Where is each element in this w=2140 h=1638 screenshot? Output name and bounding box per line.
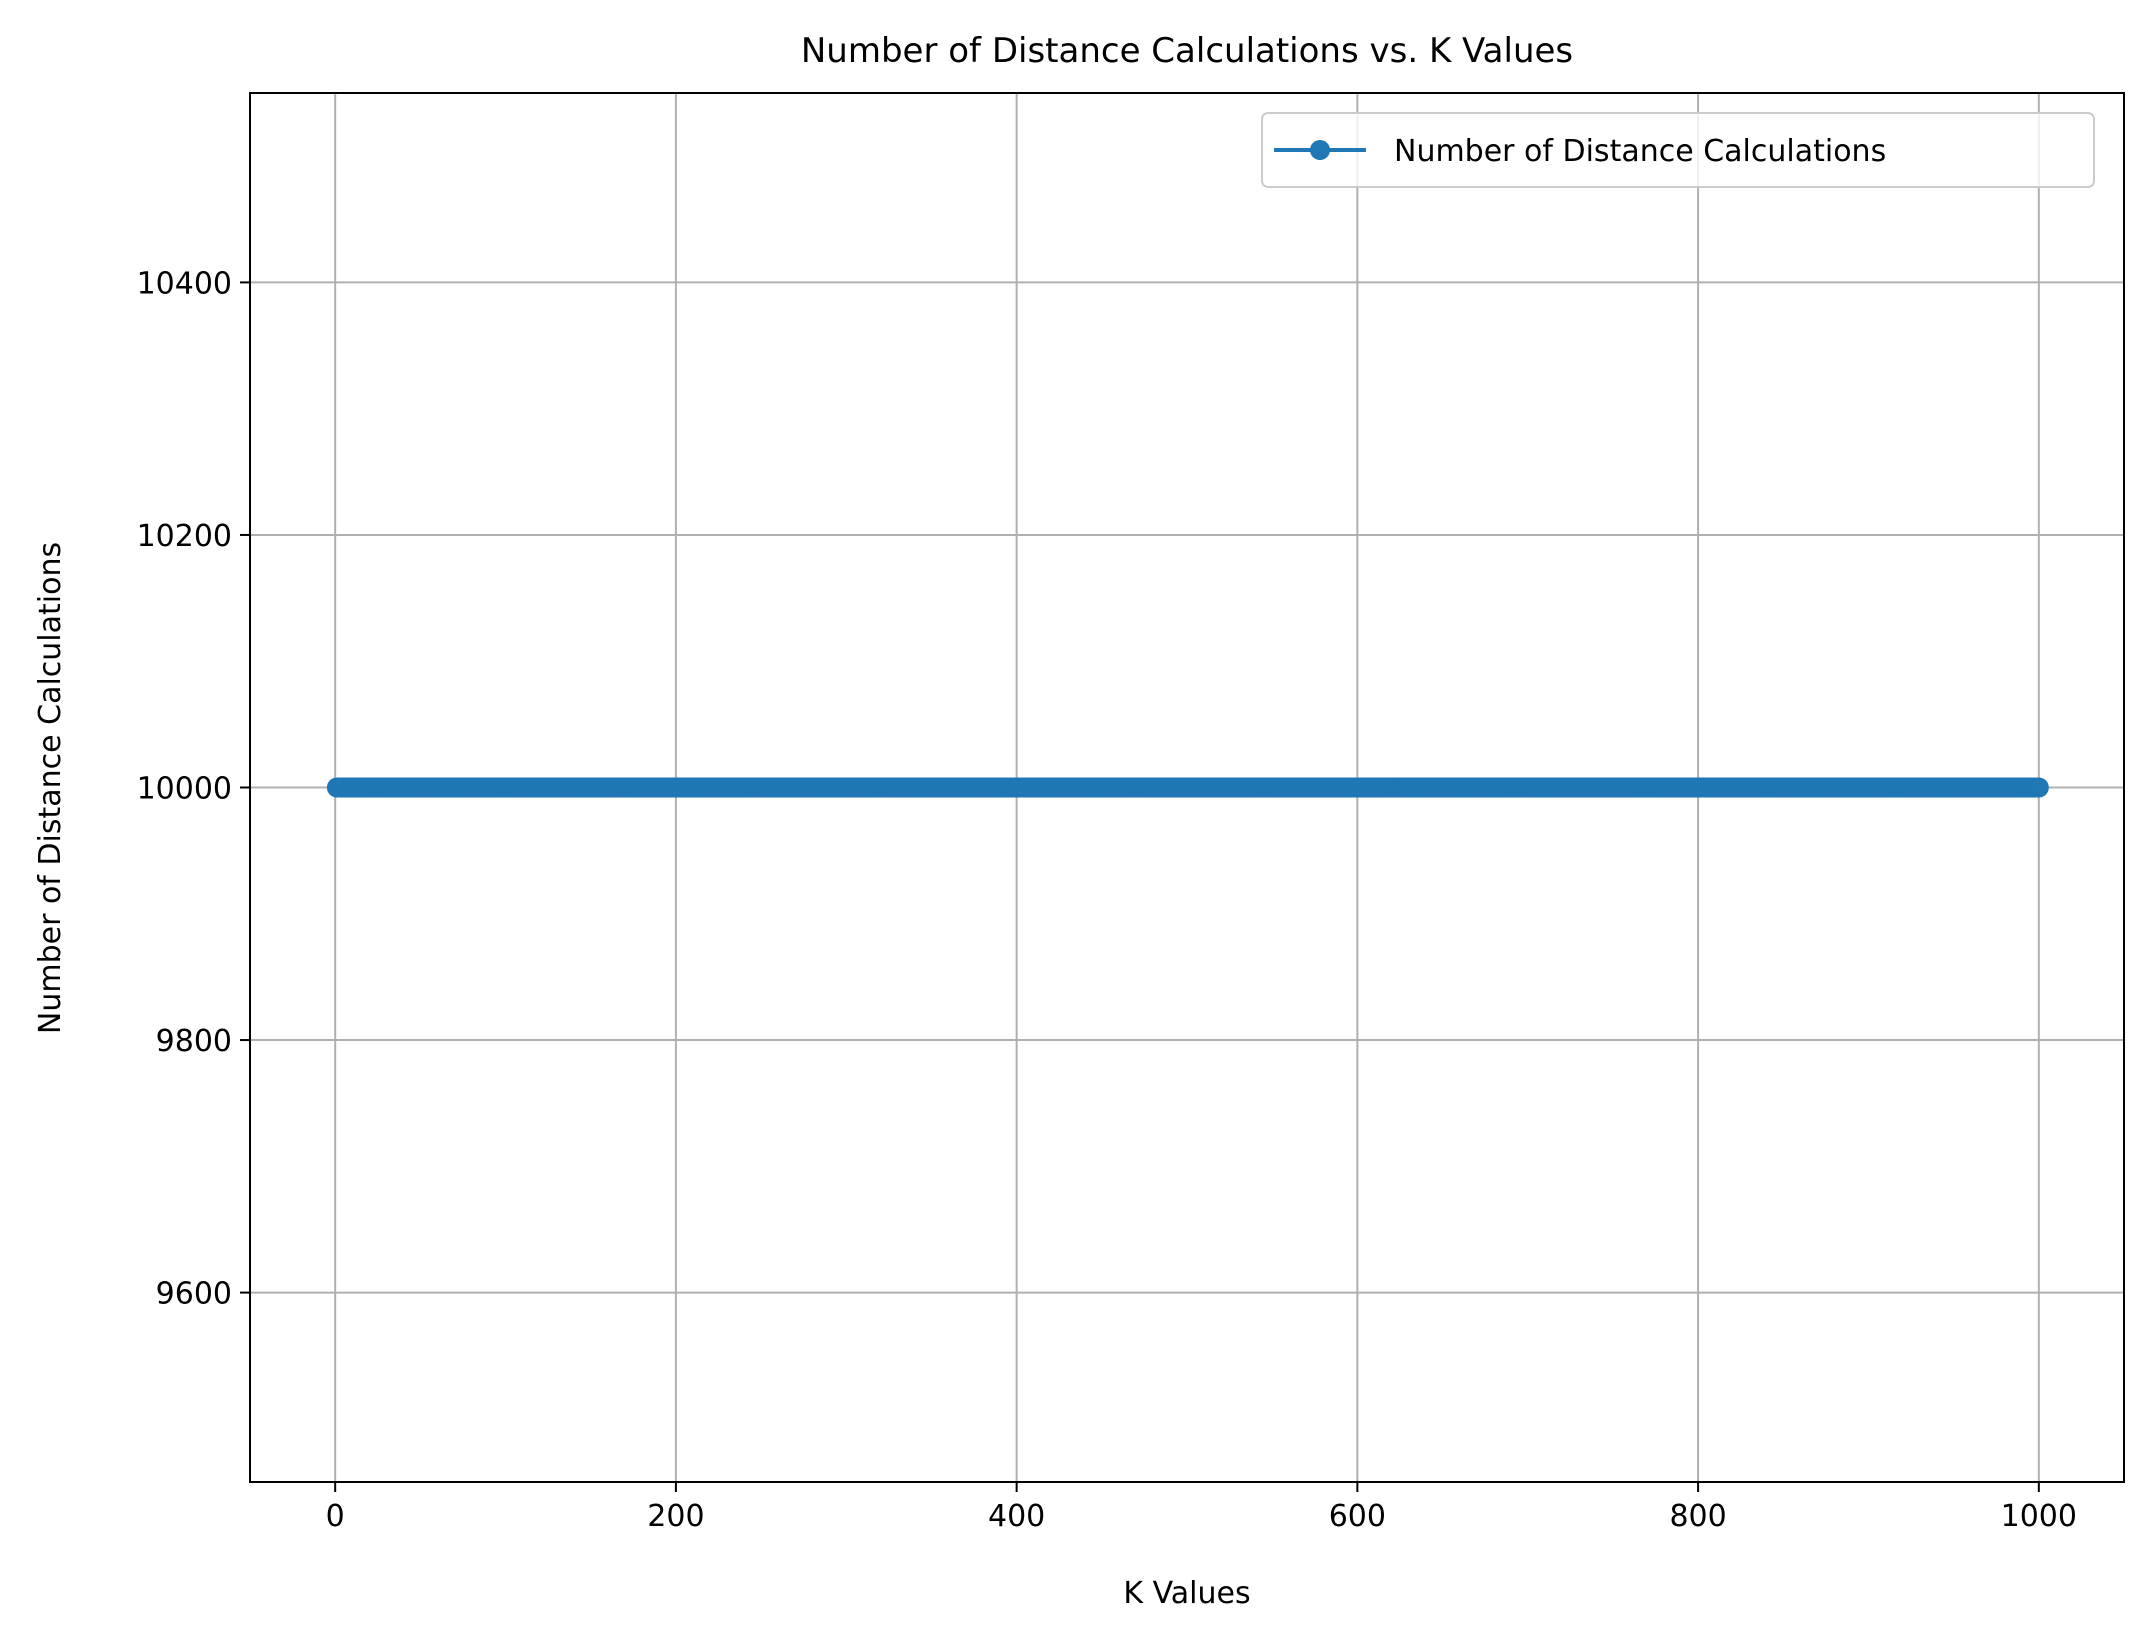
legend-box: [1261, 112, 2095, 188]
series-points: [326, 777, 2049, 798]
x-tick-label: 1000: [2001, 1499, 2077, 1534]
y-tick-label: 10200: [137, 519, 232, 554]
y-tick-label: 10400: [137, 266, 232, 301]
x-tick-label: 0: [326, 1499, 345, 1534]
x-axis-label: K Values: [1123, 1576, 1250, 1611]
legend: Number of Distance Calculations: [1261, 112, 2095, 188]
x-tick-label: 600: [1329, 1499, 1386, 1534]
y-tick-label: 9800: [156, 1024, 232, 1059]
series-layer: [326, 777, 2049, 798]
legend-marker-swatch: [1310, 140, 1330, 160]
y-axis-label: Number of Distance Calculations: [33, 542, 68, 1034]
x-tick-label: 800: [1669, 1499, 1726, 1534]
y-tick-label: 10000: [137, 772, 232, 807]
chart-title: Number of Distance Calculations vs. K Va…: [801, 31, 1573, 71]
y-axis: 9600 9800 10000 10200 10400: [137, 266, 250, 1312]
data-point: [2028, 777, 2049, 798]
x-tick-label: 400: [988, 1499, 1045, 1534]
x-tick-label: 200: [647, 1499, 704, 1534]
x-axis: 0 200 400 600 800 1000: [326, 1482, 2077, 1534]
legend-label: Number of Distance Calculations: [1394, 134, 1886, 169]
y-tick-label: 9600: [156, 1277, 232, 1312]
